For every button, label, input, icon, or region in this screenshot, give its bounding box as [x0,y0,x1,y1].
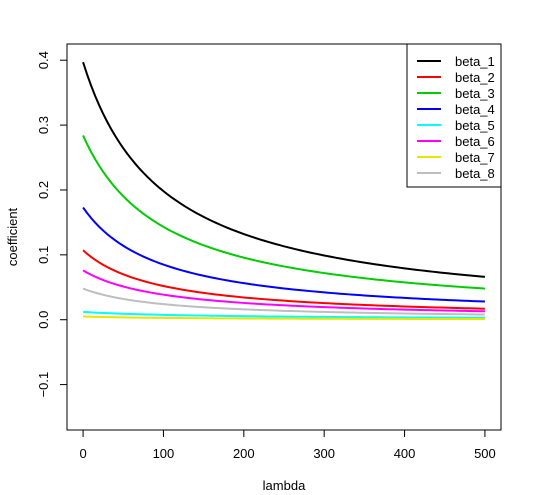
x-tick-label: 0 [79,446,86,461]
y-tick-label: 0.0 [36,311,51,329]
series-line-beta-7 [83,315,485,321]
legend-label: beta_8 [455,166,495,181]
series-line-beta-5 [83,310,485,319]
legend-label: beta_4 [455,102,495,117]
series-line-beta-1 [82,61,486,278]
plot-frame [66,43,502,431]
legend-label: beta_1 [455,54,495,69]
y-tick-label: −0.1 [36,372,51,398]
legend-label: beta_2 [455,70,495,85]
series-line-beta-6 [82,269,485,313]
y-tick-label: 0.2 [36,181,51,199]
series-line-beta-4 [82,206,485,303]
legend-box [406,43,502,188]
y-axis: −0.1 0.0 0.1 0.2 0.3 0.4 [36,51,67,397]
x-tick-label: 500 [474,446,496,461]
y-tick-label: 0.4 [36,51,51,69]
series-line-beta-3 [82,135,485,290]
legend-label: beta_3 [455,86,495,101]
x-tick-label: 300 [313,446,335,461]
series-line-beta-8 [82,287,485,316]
y-axis-title: coefficient [5,207,20,266]
x-tick-label: 100 [153,446,175,461]
legend-label: beta_5 [455,118,495,133]
series-line-beta-2 [82,249,485,310]
x-tick-label: 200 [233,446,255,461]
y-tick-label: 0.1 [36,246,51,264]
y-tick-label: 0.3 [36,116,51,134]
legend: beta_1beta_2beta_3beta_4beta_5beta_6beta… [406,43,502,188]
x-tick-label: 400 [394,446,416,461]
x-axis: 0 100 200 300 400 500 [79,430,496,461]
legend-label: beta_7 [455,150,495,165]
legend-label: beta_6 [455,134,495,149]
series-layer [82,61,486,321]
x-axis-title: lambda [263,478,306,493]
